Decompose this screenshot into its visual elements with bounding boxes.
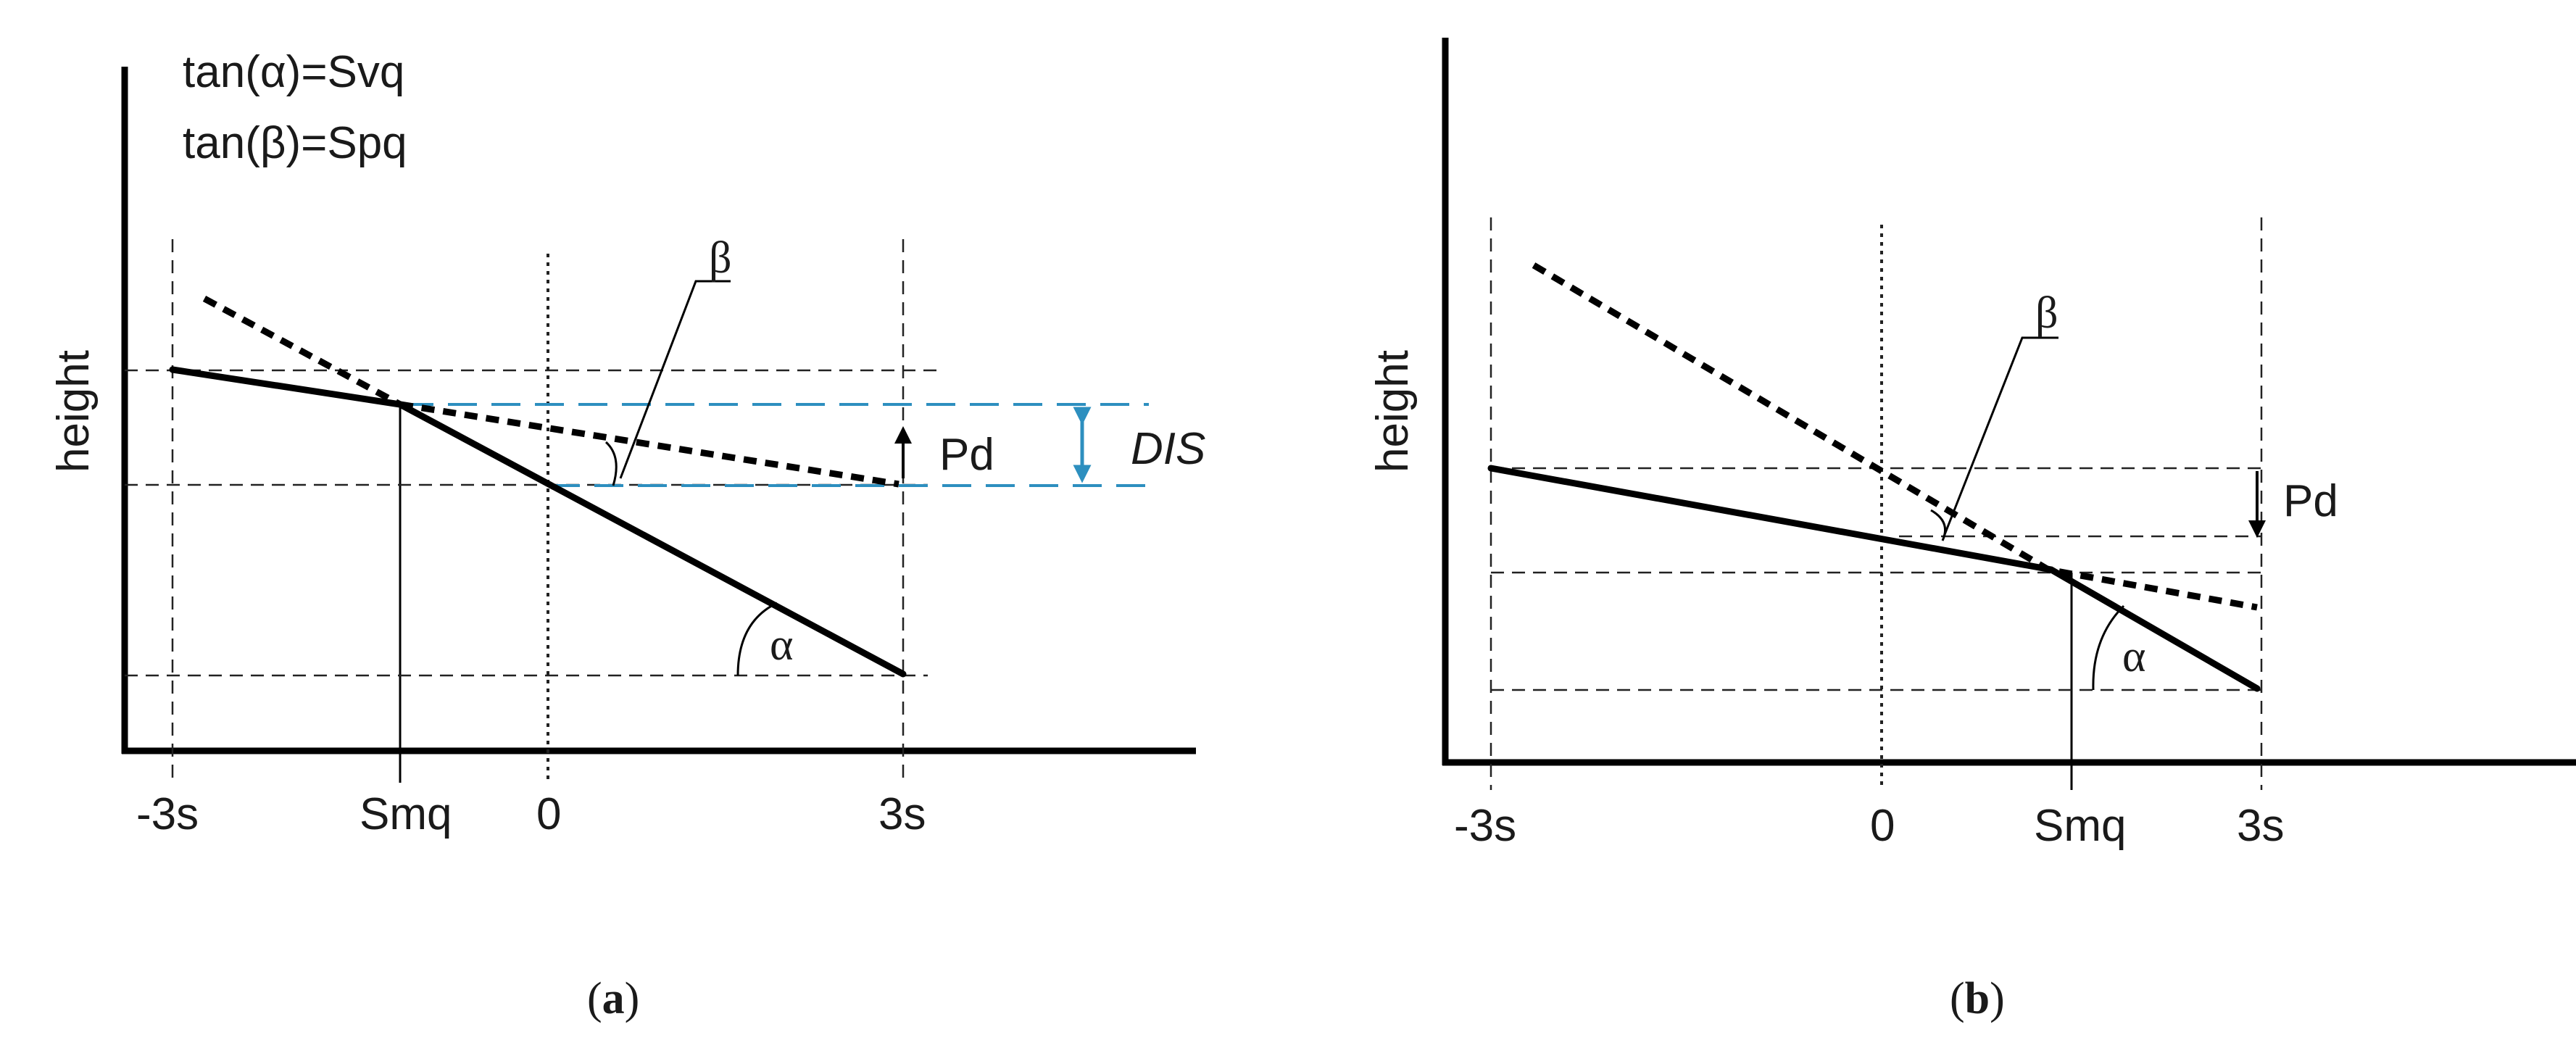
panel-a-xtick-minus3s: -3s (136, 789, 199, 839)
panel-a-beta-leader (619, 280, 731, 479)
panel-b-alpha-label: α (2122, 632, 2145, 681)
panel-a-xtick-3s: 3s (878, 789, 926, 839)
panel-b-xtick-3s: 3s (2237, 801, 2284, 851)
panel-b-xtick-smq: Smq (2034, 801, 2126, 851)
panel-b-pq-line (1532, 262, 2258, 611)
panel-b-caption: (b) (1950, 974, 2005, 1023)
panel-b-y-label: height (1368, 350, 1418, 473)
panel-b-alpha-arc (2092, 604, 2125, 691)
panel-a-xtick-smq: Smq (360, 789, 452, 839)
panel-a-beta-label: β (709, 233, 732, 283)
panel-a-formula-beta: tan(β)=Spq (183, 118, 407, 168)
panel-b-pd-label: Pd (2283, 476, 2338, 526)
panel-b-xtick-minus3s: -3s (1454, 801, 1516, 851)
panel-a-formula-alpha: tan(α)=Svq (183, 47, 404, 97)
panel-a-pq-line (202, 296, 402, 407)
panel-b-beta-leader (1943, 336, 2058, 537)
panel-a-pd-label: Pd (939, 430, 994, 480)
panel-a-dis-label: DIS (1131, 424, 1205, 474)
panel-a-y-label: height (49, 350, 99, 473)
panel-b-beta-label: β (2035, 288, 2058, 338)
panel-a-profile-line (169, 366, 907, 678)
panel-a-pq-line-2 (399, 401, 899, 488)
panel-a-xtick-zero: 0 (536, 789, 561, 839)
panel-a-alpha-label: α (770, 620, 793, 670)
panel-b-beta-arc (1930, 509, 1946, 541)
panel-a-alpha-arc (736, 602, 778, 676)
panel-b-xtick-zero: 0 (1870, 801, 1895, 851)
panel-a: tan(α)=Svq tan(β)=Spq height β α Pd DIS … (49, 47, 1205, 1023)
panel-b: height β α Pd -3s 0 Smq 3s (b) (1368, 38, 2576, 1023)
panel-a-caption: (a) (587, 974, 639, 1023)
panel-a-beta-arc (604, 441, 618, 486)
panel-b-profile-line (1487, 465, 2261, 692)
